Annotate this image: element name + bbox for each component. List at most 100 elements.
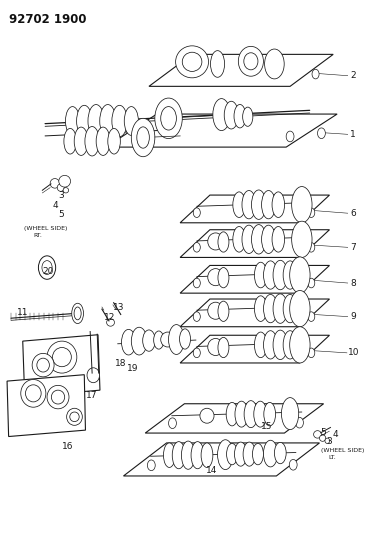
- Ellipse shape: [163, 443, 175, 467]
- Ellipse shape: [243, 442, 256, 466]
- Ellipse shape: [264, 402, 276, 426]
- Ellipse shape: [63, 188, 69, 193]
- Ellipse shape: [218, 440, 233, 470]
- Ellipse shape: [289, 459, 297, 470]
- Ellipse shape: [252, 443, 263, 465]
- Ellipse shape: [283, 294, 297, 323]
- Ellipse shape: [161, 332, 175, 347]
- Ellipse shape: [208, 269, 223, 286]
- Text: 14: 14: [206, 466, 217, 474]
- Ellipse shape: [172, 442, 185, 469]
- Text: (WHEEL SIDE): (WHEEL SIDE): [24, 225, 68, 231]
- Polygon shape: [23, 335, 100, 397]
- Polygon shape: [180, 265, 329, 293]
- Ellipse shape: [233, 227, 245, 252]
- Ellipse shape: [227, 443, 238, 465]
- Text: 20: 20: [42, 268, 53, 276]
- Ellipse shape: [208, 233, 223, 250]
- Ellipse shape: [147, 460, 155, 471]
- Text: 18: 18: [115, 359, 126, 368]
- Ellipse shape: [292, 187, 312, 223]
- Polygon shape: [123, 443, 319, 476]
- Ellipse shape: [263, 261, 278, 289]
- Ellipse shape: [211, 51, 225, 77]
- Ellipse shape: [67, 408, 82, 425]
- Text: 12: 12: [104, 313, 115, 321]
- Ellipse shape: [208, 338, 223, 356]
- Ellipse shape: [87, 368, 100, 383]
- Ellipse shape: [314, 431, 321, 438]
- Ellipse shape: [112, 106, 127, 136]
- Ellipse shape: [59, 175, 71, 187]
- Ellipse shape: [263, 330, 278, 359]
- Ellipse shape: [176, 46, 209, 78]
- Ellipse shape: [290, 327, 310, 363]
- Text: 8: 8: [350, 279, 356, 287]
- Ellipse shape: [318, 128, 325, 139]
- Ellipse shape: [131, 118, 155, 157]
- Ellipse shape: [272, 192, 285, 217]
- Text: 15: 15: [261, 422, 272, 431]
- Polygon shape: [180, 335, 329, 363]
- Ellipse shape: [124, 107, 138, 135]
- Ellipse shape: [161, 107, 176, 130]
- Text: 10: 10: [348, 349, 359, 357]
- Ellipse shape: [261, 225, 276, 254]
- Ellipse shape: [64, 128, 76, 154]
- Text: 5: 5: [58, 210, 64, 219]
- Ellipse shape: [208, 302, 223, 319]
- Ellipse shape: [108, 128, 120, 154]
- Ellipse shape: [85, 126, 99, 156]
- Ellipse shape: [37, 358, 49, 372]
- Ellipse shape: [261, 190, 276, 219]
- Ellipse shape: [319, 435, 326, 441]
- Ellipse shape: [312, 69, 319, 79]
- Ellipse shape: [234, 442, 247, 466]
- Text: 1: 1: [350, 130, 356, 139]
- Polygon shape: [180, 195, 329, 223]
- Ellipse shape: [252, 224, 266, 254]
- Ellipse shape: [51, 390, 65, 404]
- Ellipse shape: [155, 98, 182, 139]
- Ellipse shape: [191, 442, 204, 469]
- Ellipse shape: [272, 227, 285, 252]
- Ellipse shape: [122, 329, 136, 355]
- Ellipse shape: [218, 232, 229, 252]
- Text: 4: 4: [332, 430, 338, 439]
- Ellipse shape: [294, 296, 306, 321]
- Ellipse shape: [308, 278, 315, 288]
- Ellipse shape: [57, 184, 64, 191]
- Ellipse shape: [296, 417, 303, 428]
- Ellipse shape: [273, 260, 287, 290]
- Text: 13: 13: [113, 303, 124, 312]
- Ellipse shape: [265, 49, 284, 79]
- Ellipse shape: [226, 402, 238, 426]
- Ellipse shape: [242, 225, 256, 254]
- Ellipse shape: [32, 353, 54, 377]
- Ellipse shape: [294, 262, 306, 288]
- Ellipse shape: [290, 257, 310, 293]
- Ellipse shape: [308, 243, 315, 252]
- Ellipse shape: [308, 208, 315, 217]
- Ellipse shape: [254, 332, 267, 358]
- Text: 7: 7: [350, 243, 356, 252]
- Ellipse shape: [74, 307, 81, 320]
- Ellipse shape: [193, 312, 200, 321]
- Ellipse shape: [233, 192, 245, 217]
- Ellipse shape: [72, 303, 83, 324]
- Ellipse shape: [181, 441, 195, 469]
- Ellipse shape: [180, 329, 191, 349]
- Ellipse shape: [290, 290, 310, 327]
- Ellipse shape: [281, 398, 299, 430]
- Ellipse shape: [238, 46, 263, 76]
- Ellipse shape: [76, 106, 92, 136]
- Ellipse shape: [325, 438, 330, 443]
- Ellipse shape: [242, 190, 256, 219]
- Ellipse shape: [283, 261, 297, 289]
- Ellipse shape: [201, 443, 213, 467]
- Ellipse shape: [47, 385, 69, 409]
- Ellipse shape: [100, 104, 116, 138]
- Ellipse shape: [224, 101, 238, 129]
- Text: LT.: LT.: [328, 455, 336, 461]
- Ellipse shape: [254, 296, 267, 321]
